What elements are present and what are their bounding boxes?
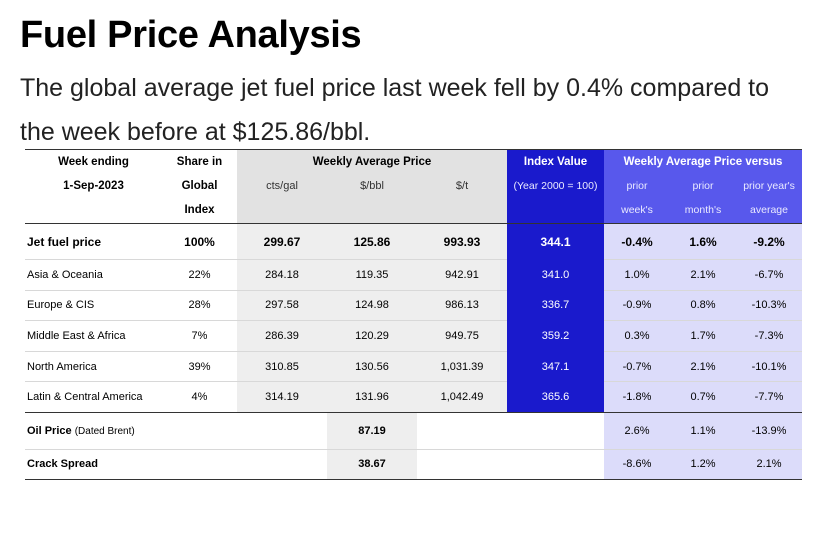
share-label-2: Global: [181, 179, 218, 192]
unit-usd-bbl: $/bbl: [327, 173, 417, 198]
table-row: Middle East & Africa 7% 286.39 120.29 94…: [25, 320, 803, 352]
share-cell: 28%: [162, 290, 237, 322]
cts-gal-cell: 299.67: [237, 223, 327, 260]
usd-bbl-cell: 38.67: [327, 449, 417, 480]
prior-year-cell: -9.2%: [736, 223, 803, 260]
prior-year-cell: -10.3%: [736, 290, 803, 322]
share-cell: 100%: [162, 223, 237, 260]
page-title: Fuel Price Analysis: [20, 14, 362, 56]
row-label: North America: [25, 351, 162, 383]
usd-t-cell: 942.91: [417, 259, 508, 291]
prior-year-cell: -10.1%: [736, 351, 803, 383]
usd-t-cell: 949.75: [417, 320, 508, 352]
row-label: Oil Price (Dated Brent): [25, 412, 162, 450]
usd-t-cell: 993.93: [417, 223, 508, 260]
index-cell: 347.1: [507, 351, 605, 382]
versus-prior-week-line2: week's: [604, 197, 671, 224]
prior-year-cell: -7.3%: [736, 320, 803, 352]
unit-usd-t: $/t: [417, 173, 508, 198]
table-row-jet-fuel: Jet fuel price 100% 299.67 125.86 993.93…: [25, 223, 803, 260]
prior-week-cell: 0.3%: [604, 320, 671, 352]
index-cell: 336.7: [507, 290, 605, 321]
table-row: Latin & Central America 4% 314.19 131.96…: [25, 381, 803, 413]
cts-gal-cell: 286.39: [237, 320, 327, 352]
share-cell: 7%: [162, 320, 237, 352]
index-cell: 359.2: [507, 320, 605, 352]
share-cell: 39%: [162, 351, 237, 383]
usd-t-cell: 1,042.49: [417, 381, 508, 413]
row-label: Asia & Oceania: [25, 259, 162, 291]
prior-month-cell: 1.1%: [670, 412, 737, 450]
oil-price-label-sub: (Dated Brent): [74, 425, 135, 437]
share-label-3: Index: [162, 197, 237, 224]
table-row: Asia & Oceania 22% 284.18 119.35 942.91 …: [25, 259, 803, 291]
prior-month-cell: 2.1%: [670, 351, 737, 383]
usd-bbl-cell: 124.98: [327, 290, 417, 322]
table-row-crack-spread: Crack Spread 38.67 -8.6% 1.2% 2.1%: [25, 449, 803, 480]
week-ending-date: 1-Sep-2023: [63, 179, 124, 192]
versus-prior-month-line2: month's: [670, 197, 737, 224]
prior-month-cell: 0.7%: [670, 381, 737, 413]
index-value-subheader: (Year 2000 = 100): [507, 173, 605, 198]
prior-week-cell: -1.8%: [604, 381, 671, 413]
prior-month-cell: 1.6%: [670, 223, 737, 260]
index-cell: 365.6: [507, 381, 605, 413]
row-label: Jet fuel price: [25, 223, 162, 260]
share-label-1: Share in: [162, 149, 237, 174]
row-label: Middle East & Africa: [25, 320, 162, 352]
page-subtitle: The global average jet fuel price last w…: [20, 74, 770, 146]
table-row-oil-price: Oil Price (Dated Brent) 87.19 2.6% 1.1% …: [25, 412, 803, 450]
prior-week-cell: -8.6%: [604, 449, 671, 480]
versus-prior-week-line1: prior: [604, 173, 671, 198]
usd-bbl-cell: 130.56: [327, 351, 417, 383]
prior-month-cell: 0.8%: [670, 290, 737, 322]
versus-prior-year-line2: average: [736, 197, 803, 224]
cts-gal-cell: 284.18: [237, 259, 327, 291]
fuel-price-table: Week ending Share in Weekly Average Pric…: [25, 149, 803, 480]
usd-bbl-cell: 131.96: [327, 381, 417, 413]
prior-week-cell: 2.6%: [604, 412, 671, 450]
versus-prior-month-line1: prior: [670, 173, 737, 198]
prior-week-cell: -0.7%: [604, 351, 671, 383]
prior-year-cell: -13.9%: [736, 412, 803, 450]
prior-year-cell: -7.7%: [736, 381, 803, 413]
prior-month-cell: 1.2%: [670, 449, 737, 480]
row-label: Latin & Central America: [25, 381, 162, 413]
cts-gal-cell: 310.85: [237, 351, 327, 383]
usd-bbl-cell: 120.29: [327, 320, 417, 352]
week-ending-label: Week ending: [25, 149, 162, 174]
usd-t-cell: 1,031.39: [417, 351, 508, 383]
versus-header: Weekly Average Price versus: [604, 149, 803, 174]
usd-bbl-cell: 119.35: [327, 259, 417, 291]
cts-gal-cell: 297.58: [237, 290, 327, 322]
versus-prior-year-line1: prior year's: [736, 173, 803, 198]
row-label: Europe & CIS: [25, 290, 162, 322]
prior-week-cell: 1.0%: [604, 259, 671, 291]
cts-gal-cell: 314.19: [237, 381, 327, 413]
oil-price-label: Oil Price: [27, 424, 72, 437]
row-label: Crack Spread: [25, 449, 162, 480]
usd-bbl-cell: 125.86: [327, 223, 417, 260]
prior-month-cell: 1.7%: [670, 320, 737, 352]
table-row: North America 39% 310.85 130.56 1,031.39…: [25, 351, 803, 383]
index-cell: 341.0: [507, 259, 605, 291]
usd-t-cell: 986.13: [417, 290, 508, 322]
share-cell: 4%: [162, 381, 237, 413]
table-row: Europe & CIS 28% 297.58 124.98 986.13 33…: [25, 290, 803, 322]
prior-year-cell: 2.1%: [736, 449, 803, 480]
unit-cts-gal: cts/gal: [237, 173, 327, 198]
index-cell: 344.1: [507, 223, 605, 260]
prior-week-cell: -0.9%: [604, 290, 671, 322]
weekly-average-price-header: Weekly Average Price: [237, 149, 508, 174]
prior-year-cell: -6.7%: [736, 259, 803, 291]
prior-month-cell: 2.1%: [670, 259, 737, 291]
share-cell: 22%: [162, 259, 237, 291]
index-value-header: Index Value: [507, 149, 605, 174]
usd-bbl-cell: 87.19: [327, 412, 417, 450]
prior-week-cell: -0.4%: [604, 223, 671, 260]
